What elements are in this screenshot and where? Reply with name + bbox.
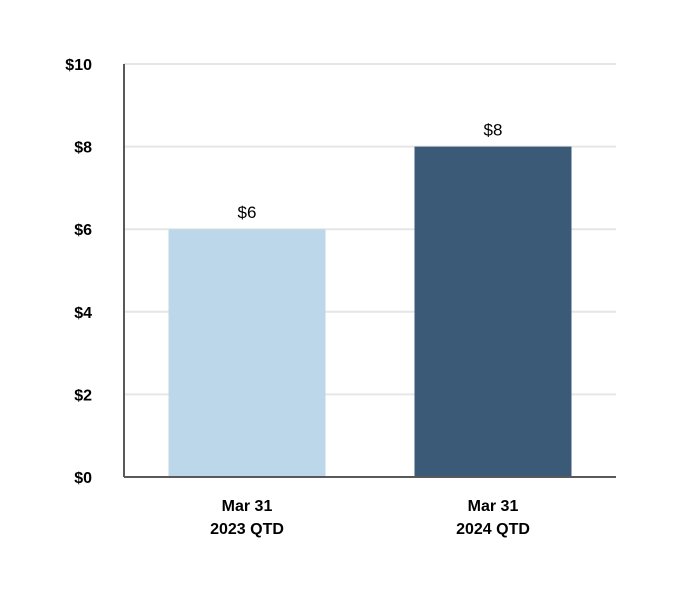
data-label: $6 <box>238 203 257 222</box>
y-tick-label: $10 <box>65 57 92 74</box>
x-tick-label: Mar 31 <box>222 498 273 515</box>
x-tick-label: 2023 QTD <box>210 521 284 538</box>
y-tick-label: $8 <box>74 140 92 157</box>
bars <box>168 146 572 477</box>
axes <box>123 64 616 478</box>
labels: $0 $2 $4 $6 $8 $10 $6 Mar 31 2023 QTD $8 Mar 31 202… <box>65 57 530 538</box>
y-tick-label: $2 <box>74 387 92 404</box>
x-tick-label: 2024 QTD <box>456 521 530 538</box>
x-tick-label: Mar 31 <box>468 498 519 515</box>
y-tick-label: $6 <box>74 222 92 239</box>
data-label: $8 <box>484 121 503 140</box>
bar <box>414 146 572 477</box>
y-tick-label: $0 <box>74 470 92 487</box>
y-tick-label: $4 <box>74 305 92 322</box>
bar <box>168 229 326 477</box>
